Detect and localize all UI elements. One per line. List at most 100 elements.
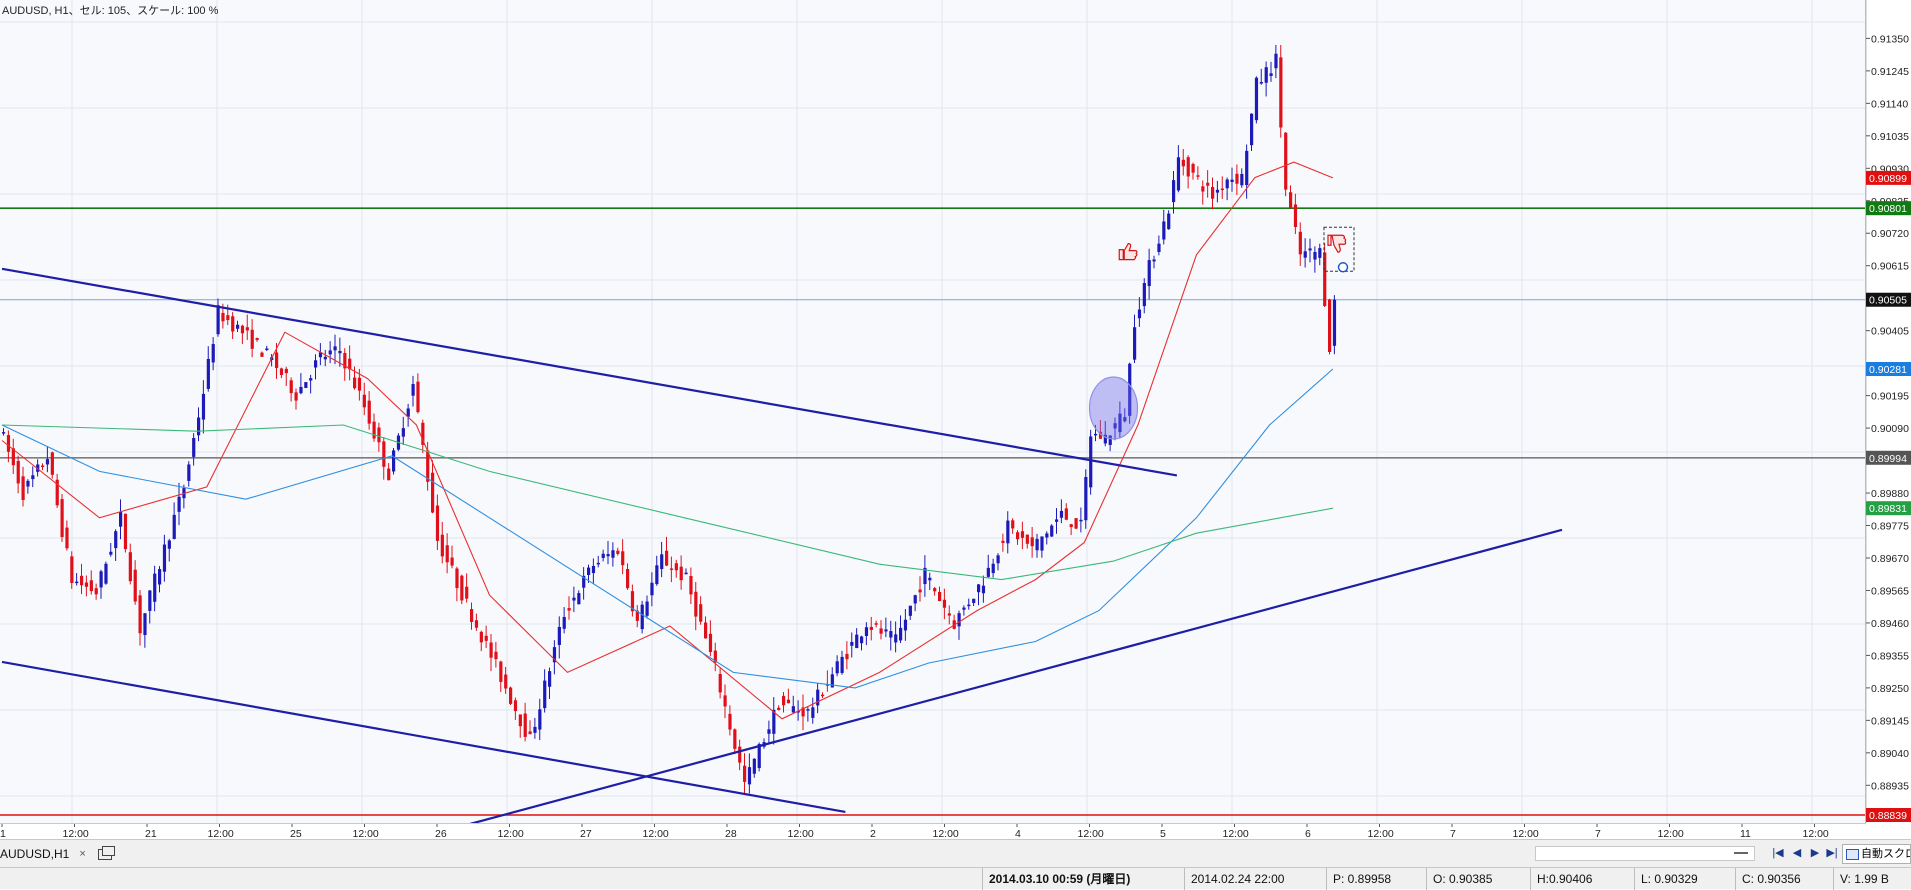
window-icon[interactable] — [97, 845, 115, 860]
candle-bull — [99, 569, 103, 599]
candle-body — [884, 629, 888, 632]
candle-bear — [1016, 530, 1020, 545]
candle-body — [1045, 533, 1049, 538]
candle-bull — [265, 345, 269, 352]
candle-bull — [913, 594, 917, 612]
candle-body — [260, 352, 264, 357]
candle-body — [1059, 510, 1064, 518]
candle-bull — [1313, 246, 1317, 273]
time-tick-label: 12:00 — [208, 828, 234, 840]
time-tick-label: 11 — [1740, 828, 1751, 840]
candle-bull — [1108, 435, 1112, 452]
time-tick-label: 12:00 — [1368, 828, 1394, 840]
price-tick-label: 0.90405 — [1871, 326, 1909, 338]
candle-body — [1293, 204, 1298, 228]
candle-body — [689, 576, 693, 595]
candle-body — [123, 513, 128, 550]
candle-bull — [533, 717, 537, 739]
price-tick-label: 0.90195 — [1871, 391, 1909, 403]
price-tick-label: 0.90090 — [1871, 423, 1909, 435]
candle-body — [372, 421, 376, 439]
candle-body — [704, 622, 708, 639]
candle-body — [16, 460, 20, 484]
candle-bull — [772, 697, 776, 745]
scroll-prev-button[interactable]: ◀ — [1792, 847, 1802, 859]
time-tick-label: 4 — [1015, 828, 1021, 840]
time-tick-label: 27 — [580, 828, 592, 840]
price-marker-box — [1866, 362, 1911, 377]
candle-body — [616, 550, 620, 554]
candle-bear — [1011, 518, 1015, 534]
candle-body — [1181, 159, 1185, 167]
candle-body — [1167, 213, 1171, 230]
time-tick-label: 12:00 — [788, 828, 814, 840]
scroll-last-button[interactable]: ▶| — [1826, 847, 1838, 859]
candle-body — [567, 608, 571, 611]
candle-bear — [445, 533, 449, 574]
candle-body — [109, 551, 113, 555]
candle-body — [928, 577, 932, 581]
candlestick-chart — [0, 0, 1865, 823]
candle-bull — [811, 697, 815, 724]
status-p: P: 0.89958 — [1326, 868, 1426, 890]
candle-body — [392, 450, 396, 472]
candle-body — [382, 441, 386, 467]
candle-body — [1069, 524, 1073, 528]
candle-body — [1084, 477, 1088, 521]
candle-bear — [1025, 534, 1029, 549]
scrollbar-thumb[interactable] — [1734, 852, 1748, 854]
candle-body — [635, 610, 639, 621]
price-tick-label: 0.89460 — [1871, 618, 1909, 630]
candle-bull — [894, 621, 898, 653]
candle-body — [318, 352, 323, 358]
candle-body — [640, 604, 644, 630]
candle-body — [986, 567, 990, 577]
candle-bear — [250, 319, 254, 358]
candle-body — [650, 582, 654, 596]
time-tick-label: 5 — [1160, 828, 1166, 840]
candle-body — [26, 480, 30, 487]
time-tick-label: 2 — [870, 828, 876, 840]
candle-body — [757, 744, 761, 769]
candle-bear — [65, 520, 69, 551]
candle-bull — [650, 572, 654, 607]
price-marker-box — [1866, 808, 1911, 822]
candle-bear — [55, 473, 59, 508]
candle-bear — [1196, 166, 1200, 180]
chart-tab-audusd[interactable]: AUDUSD,H1 × — [0, 844, 115, 864]
candle-bull — [572, 586, 576, 613]
time-tick-label: 12:00 — [353, 828, 379, 840]
price-axis[interactable]: 0.913500.912450.911400.910350.909300.908… — [1865, 0, 1911, 823]
candle-body — [918, 589, 922, 593]
candle-bull — [411, 375, 415, 407]
price-marker-label: 0.90281 — [1869, 364, 1907, 376]
candle-body — [304, 382, 308, 388]
candle-bull — [655, 555, 659, 586]
candle-body — [996, 555, 1000, 564]
scroll-first-button[interactable]: |◀ — [1772, 847, 1784, 859]
scroll-next-button[interactable]: ▶ — [1810, 847, 1820, 859]
autoscroll-button[interactable]: 自動スクロール — [1842, 844, 1911, 864]
candle-body — [60, 499, 64, 538]
candle-body — [533, 726, 537, 733]
candle-body — [41, 465, 45, 468]
candle-bull — [835, 655, 839, 677]
candle-body — [489, 642, 493, 658]
candle-body — [133, 569, 137, 602]
candle-body — [80, 575, 84, 586]
candle-bull — [840, 650, 844, 675]
candle-bull — [791, 695, 795, 714]
candle-body — [645, 601, 649, 616]
time-tick-label: 12:00 — [643, 828, 669, 840]
candle-body — [406, 408, 410, 417]
candle-bear — [518, 714, 522, 738]
chart-area[interactable]: AUDUSD, H1、セル: 105、スケール: 100 % — [0, 0, 1866, 823]
horizontal-scrollbar[interactable] — [1535, 846, 1755, 861]
candle-bear — [21, 466, 25, 507]
candle-bear — [743, 753, 747, 796]
candle-body — [1040, 536, 1044, 551]
candle-bull — [309, 374, 313, 394]
candle-bull — [1318, 243, 1322, 266]
close-icon[interactable]: × — [79, 848, 86, 860]
candle-body — [484, 635, 488, 641]
